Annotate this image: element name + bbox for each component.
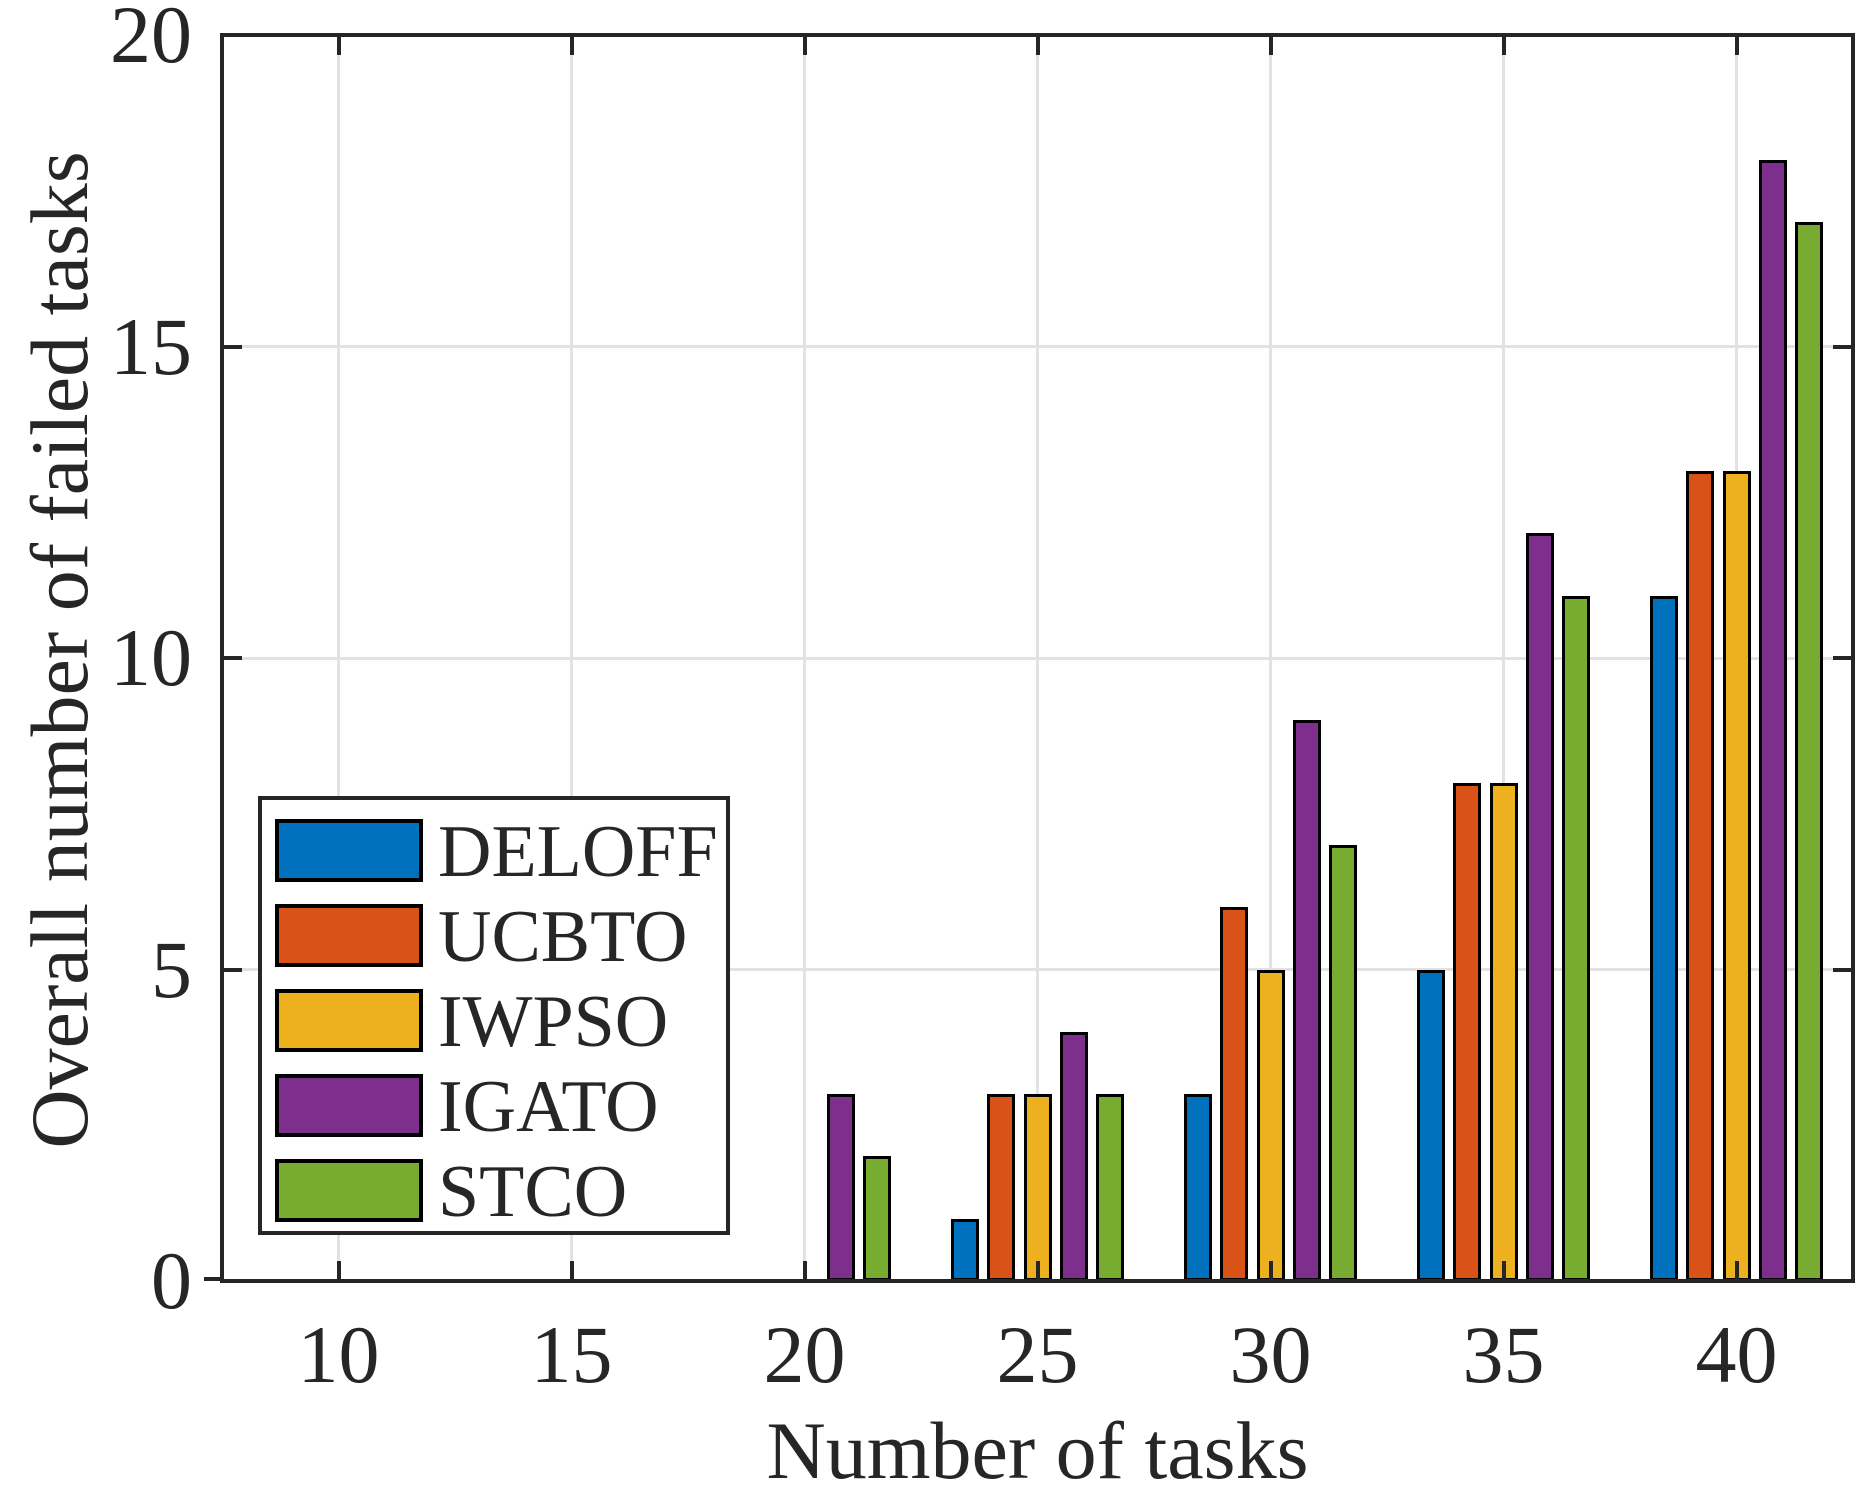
x-tick-mark xyxy=(1501,37,1506,55)
bar-STCO xyxy=(863,1156,892,1281)
x-tick-mark xyxy=(1268,1261,1273,1279)
legend-label-UCBTO: UCBTO xyxy=(438,896,688,978)
gridline-horizontal xyxy=(222,656,1853,660)
bar-DELOFF xyxy=(1183,1094,1212,1281)
bar-IWPSO xyxy=(1722,471,1751,1281)
legend: DELOFF UCBTO IWPSO IGATO STCO xyxy=(258,796,730,1235)
bar-UCBTO xyxy=(1453,782,1482,1281)
y-tick-mark xyxy=(204,1277,222,1281)
y-tick-mark xyxy=(1833,344,1851,349)
y-tick-mark xyxy=(224,656,242,660)
legend-label-STCO: STCO xyxy=(438,1151,628,1233)
bar-IGATO xyxy=(1758,159,1787,1281)
x-tick-mark xyxy=(1734,1261,1739,1279)
legend-row: IGATO xyxy=(262,1066,726,1148)
legend-swatch-DELOFF xyxy=(275,819,423,882)
x-tick-mark xyxy=(1501,1261,1506,1279)
x-tick-mark xyxy=(1734,37,1739,55)
legend-row: STCO xyxy=(262,1151,726,1233)
bar-STCO xyxy=(1562,595,1591,1281)
x-tick-mark xyxy=(569,1261,574,1279)
legend-row: DELOFF xyxy=(262,811,726,893)
bar-STCO xyxy=(1795,221,1824,1281)
legend-swatch-IWPSO xyxy=(275,989,423,1052)
bar-STCO xyxy=(1329,844,1358,1281)
legend-label-DELOFF: DELOFF xyxy=(438,811,718,893)
bar-DELOFF xyxy=(950,1218,979,1281)
y-tick-mark xyxy=(224,967,242,972)
bar-IGATO xyxy=(826,1094,855,1281)
bar-IWPSO xyxy=(1023,1094,1052,1281)
x-tick-mark xyxy=(802,1261,807,1279)
y-tick-mark xyxy=(1833,967,1851,972)
y-tick-mark xyxy=(224,344,242,349)
x-tick-mark xyxy=(336,1261,341,1279)
legend-swatch-IGATO xyxy=(275,1074,423,1137)
legend-swatch-STCO xyxy=(275,1159,423,1222)
bar-STCO xyxy=(1096,1094,1125,1281)
x-tick-mark xyxy=(336,37,341,55)
bar-IGATO xyxy=(1059,1031,1088,1281)
y-tick-mark xyxy=(1833,656,1851,660)
legend-row: IWPSO xyxy=(262,981,726,1063)
bar-DELOFF xyxy=(1649,595,1678,1281)
bar-IGATO xyxy=(1525,533,1554,1281)
gridline-horizontal xyxy=(222,968,1853,971)
plot-frame xyxy=(220,33,1855,1283)
x-tick-mark xyxy=(802,37,807,55)
x-tick-mark xyxy=(1035,1261,1040,1279)
legend-row: UCBTO xyxy=(262,896,726,978)
bar-IGATO xyxy=(1292,720,1321,1281)
x-tick-mark xyxy=(569,37,574,55)
gridline-horizontal xyxy=(222,345,1853,348)
legend-label-IWPSO: IWPSO xyxy=(438,981,669,1063)
bar-IWPSO xyxy=(1256,969,1285,1281)
legend-swatch-UCBTO xyxy=(275,904,423,967)
bar-UCBTO xyxy=(1686,471,1715,1281)
x-tick-mark xyxy=(1035,37,1040,55)
x-tick-mark xyxy=(1268,37,1273,55)
bar-DELOFF xyxy=(1416,969,1445,1281)
legend-label-IGATO: IGATO xyxy=(438,1066,659,1148)
